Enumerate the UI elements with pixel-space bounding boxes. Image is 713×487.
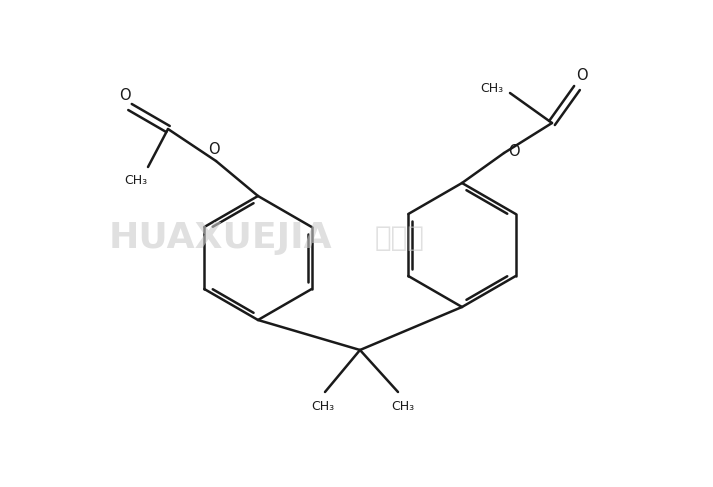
Text: HUAXUEJIA: HUAXUEJIA <box>108 221 332 255</box>
Text: CH₃: CH₃ <box>391 399 414 412</box>
Text: CH₃: CH₃ <box>481 81 503 94</box>
Text: CH₃: CH₃ <box>312 399 334 412</box>
Text: CH₃: CH₃ <box>125 173 148 187</box>
Text: O: O <box>576 69 588 83</box>
Text: O: O <box>508 144 520 158</box>
Text: 化学加: 化学加 <box>375 224 425 252</box>
Text: O: O <box>208 142 220 156</box>
Text: O: O <box>119 88 130 102</box>
